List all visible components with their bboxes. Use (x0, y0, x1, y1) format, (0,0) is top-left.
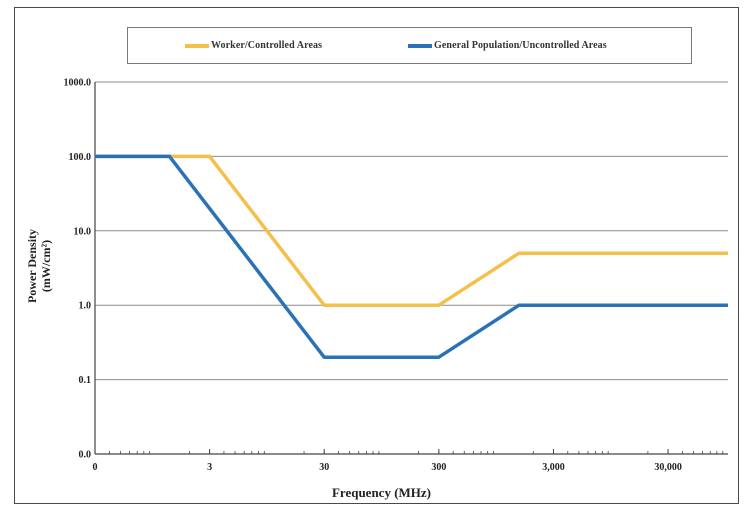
legend-item-general: General Population/Uncontrolled Areas (408, 28, 607, 63)
x-tick-label-0: 0 (93, 462, 98, 473)
series-line-0 (95, 154, 728, 307)
legend: Worker/Controlled Areas General Populati… (127, 27, 692, 64)
legend-label-general: General Population/Uncontrolled Areas (434, 40, 607, 51)
x-tick-label-4: 3,000 (542, 462, 565, 473)
y-tick-label-5: 1000.0 (64, 78, 92, 89)
chart-frame (14, 7, 739, 504)
x-tick-label-3: 300 (431, 462, 446, 473)
y-tick-label-1: 0.1 (79, 375, 92, 386)
legend-label-worker: Worker/Controlled Areas (211, 40, 323, 51)
y-tick-label-0: 0.0 (79, 450, 92, 461)
legend-swatch-worker (185, 43, 209, 48)
y-tick-label-2: 1.0 (79, 301, 92, 312)
y-axis-title-line2: (mW/cm²) (39, 240, 53, 292)
y-tick-label-3: 10.0 (74, 226, 92, 237)
legend-item-worker: Worker/Controlled Areas (185, 28, 322, 63)
y-axis-title-line1: Power Density (25, 229, 39, 303)
x-axis-title: Frequency (MHz) (332, 485, 431, 500)
series-line-1 (95, 154, 728, 359)
x-tick-label-5: 30,000 (654, 462, 682, 473)
x-tick-label-2: 30 (319, 462, 329, 473)
y-tick-label-4: 100.0 (69, 152, 92, 163)
legend-swatch-general (408, 43, 432, 48)
x-tick-label-1: 3 (207, 462, 212, 473)
